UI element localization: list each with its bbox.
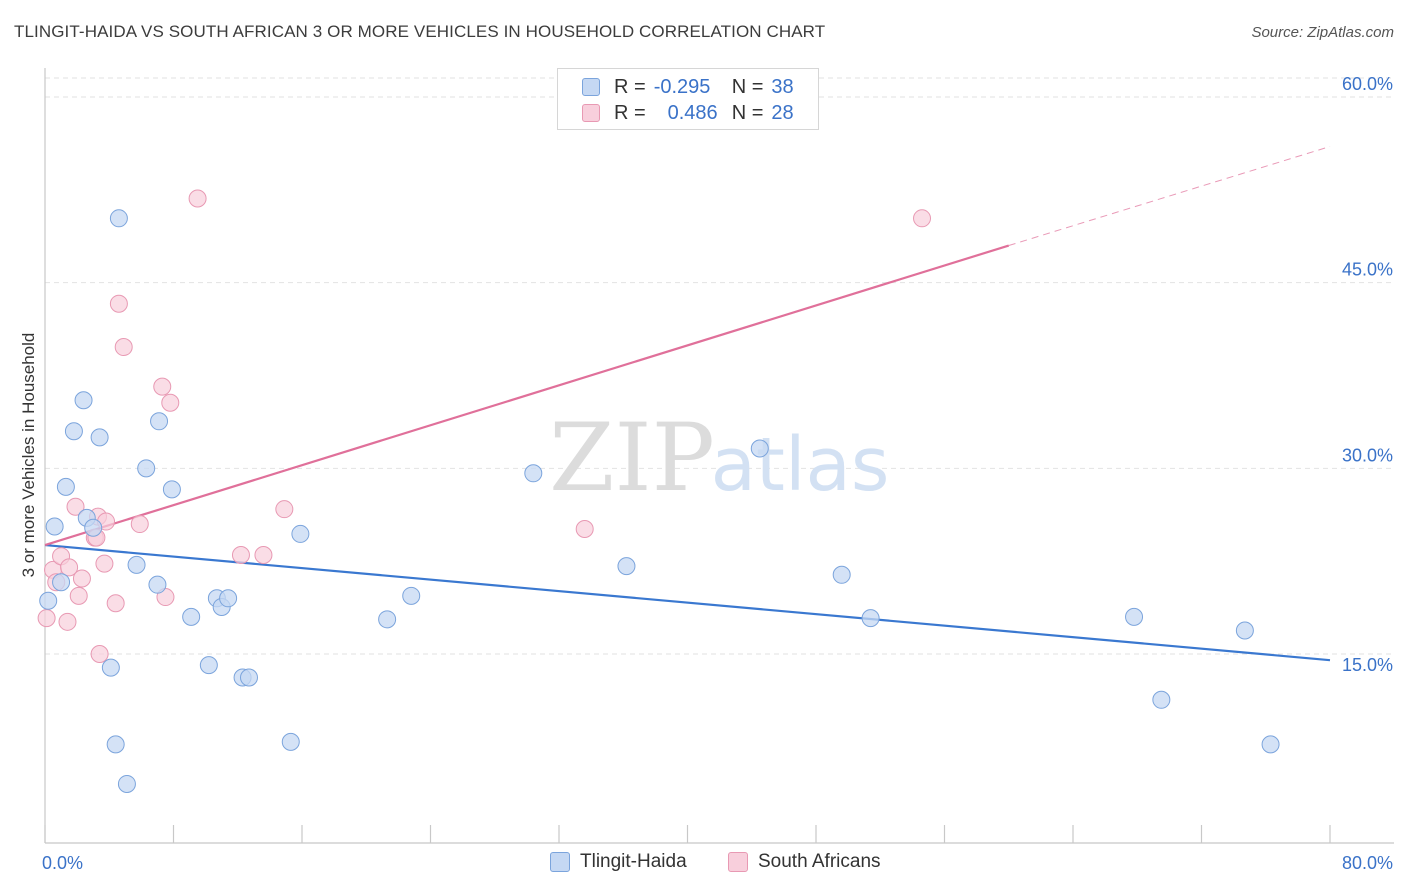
x-tick-label: 80.0% bbox=[1342, 853, 1393, 873]
data-point-tlingit-haida bbox=[861, 609, 880, 628]
data-point-south-africans bbox=[130, 515, 149, 534]
x-tick-label: 0.0% bbox=[42, 853, 83, 873]
y-tick-label: 60.0% bbox=[1342, 74, 1393, 94]
data-point-south-africans bbox=[114, 338, 133, 357]
correlation-legend: R = -0.295 N = 38 R = 0.486 N = 28 bbox=[557, 68, 819, 130]
watermark: ZIP atlas bbox=[549, 404, 889, 513]
legend-n-label: N = bbox=[731, 75, 764, 98]
data-point-south-africans bbox=[231, 545, 250, 564]
data-point-tlingit-haida bbox=[45, 517, 64, 536]
data-point-tlingit-haida bbox=[127, 555, 146, 574]
data-point-south-africans bbox=[69, 586, 88, 605]
data-point-tlingit-haida bbox=[281, 732, 300, 751]
data-point-south-africans bbox=[60, 558, 79, 577]
data-point-tlingit-haida bbox=[402, 586, 421, 605]
data-point-tlingit-haida bbox=[219, 589, 238, 608]
axis-labels: 15.0% 30.0% 45.0% 60.0% 0.0% 80.0% bbox=[42, 74, 1393, 873]
data-point-south-africans bbox=[254, 545, 273, 564]
data-point-tlingit-haida bbox=[39, 591, 58, 610]
legend-r-value: 0.486 bbox=[667, 101, 718, 124]
data-point-tlingit-haida bbox=[524, 464, 543, 483]
data-point-tlingit-haida bbox=[162, 480, 181, 499]
data-point-south-africans bbox=[275, 500, 294, 519]
data-point-south-africans bbox=[72, 569, 91, 588]
legend-n-label: N = bbox=[731, 101, 764, 124]
data-point-tlingit-haida bbox=[1261, 735, 1280, 754]
legend-r-value: -0.295 bbox=[653, 75, 711, 98]
data-point-tlingit-haida bbox=[750, 439, 769, 458]
data-point-south-africans bbox=[37, 609, 56, 628]
data-point-tlingit-haida bbox=[832, 565, 851, 584]
data-point-tlingit-haida bbox=[117, 774, 136, 793]
legend-swatch-blue bbox=[582, 78, 600, 96]
data-point-tlingit-haida bbox=[378, 610, 397, 629]
data-point-tlingit-haida bbox=[109, 209, 128, 228]
y-tick-label: 45.0% bbox=[1342, 260, 1393, 280]
data-point-south-africans bbox=[106, 594, 125, 613]
data-point-tlingit-haida bbox=[74, 391, 93, 410]
data-point-tlingit-haida bbox=[1235, 621, 1254, 640]
y-axis-label: 3 or more Vehicles in Household bbox=[19, 333, 38, 578]
data-point-tlingit-haida bbox=[617, 557, 636, 576]
y-tick-label: 15.0% bbox=[1342, 655, 1393, 675]
legend-n-value: 28 bbox=[771, 101, 794, 124]
data-point-tlingit-haida bbox=[148, 575, 167, 594]
data-point-south-africans bbox=[90, 645, 109, 663]
data-point-tlingit-haida bbox=[150, 412, 169, 431]
data-point-tlingit-haida bbox=[90, 428, 109, 447]
data-point-south-africans bbox=[95, 554, 114, 573]
data-point-south-africans bbox=[188, 189, 207, 208]
watermark-zip: ZIP bbox=[549, 404, 715, 513]
trendline-tlingit-haida bbox=[44, 543, 1331, 662]
data-point-tlingit-haida bbox=[64, 422, 83, 441]
data-point-south-africans bbox=[575, 519, 594, 538]
data-point-tlingit-haida bbox=[84, 518, 103, 537]
bottom-legend-swatch-pink bbox=[728, 852, 748, 872]
data-point-tlingit-haida bbox=[137, 459, 156, 478]
data-point-south-africans bbox=[913, 209, 932, 228]
data-point-tlingit-haida bbox=[106, 735, 125, 754]
data-point-tlingit-haida bbox=[101, 658, 120, 677]
axes bbox=[44, 68, 1394, 844]
legend-row-tlingit-haida: R = -0.295 N = 38 bbox=[582, 74, 794, 100]
data-point-south-africans bbox=[58, 612, 77, 631]
trendline-south-africans bbox=[44, 244, 1010, 547]
data-point-tlingit-haida bbox=[1152, 690, 1171, 709]
legend-row-south-africans: R = 0.486 N = 28 bbox=[582, 100, 794, 126]
data-point-south-africans bbox=[161, 393, 180, 412]
data-point-tlingit-haida bbox=[1125, 607, 1144, 626]
legend-n-value: 38 bbox=[771, 75, 794, 98]
data-point-tlingit-haida bbox=[199, 656, 218, 675]
data-point-tlingit-haida bbox=[182, 607, 201, 626]
data-point-tlingit-haida bbox=[291, 524, 310, 543]
y-tick-label: 30.0% bbox=[1342, 445, 1393, 465]
data-point-south-africans bbox=[153, 377, 172, 396]
data-points bbox=[37, 189, 1280, 793]
bottom-legend-south-africans: South Africans bbox=[728, 851, 881, 873]
data-point-south-africans bbox=[109, 294, 128, 313]
chart-title: TLINGIT-HAIDA VS SOUTH AFRICAN 3 OR MORE… bbox=[14, 22, 826, 41]
trendline-south-africans-extension bbox=[1008, 146, 1331, 247]
trend-lines bbox=[44, 146, 1331, 662]
bottom-legend-swatch-blue bbox=[550, 852, 570, 872]
data-point-tlingit-haida bbox=[56, 477, 75, 496]
grid-lines bbox=[45, 77, 1394, 655]
data-point-south-africans bbox=[66, 497, 85, 516]
bottom-legend-label: South Africans bbox=[758, 851, 881, 872]
bottom-legend-tlingit-haida: Tlingit-Haida bbox=[550, 851, 687, 873]
legend-swatch-pink bbox=[582, 104, 600, 122]
data-point-tlingit-haida bbox=[52, 573, 71, 592]
data-point-tlingit-haida bbox=[239, 668, 258, 687]
legend-r-label: R = bbox=[614, 101, 646, 124]
bottom-legend-label: Tlingit-Haida bbox=[580, 851, 687, 872]
chart-source: Source: ZipAtlas.com bbox=[1251, 24, 1394, 41]
legend-r-label: R = bbox=[614, 75, 646, 98]
watermark-atlas: atlas bbox=[711, 422, 890, 508]
